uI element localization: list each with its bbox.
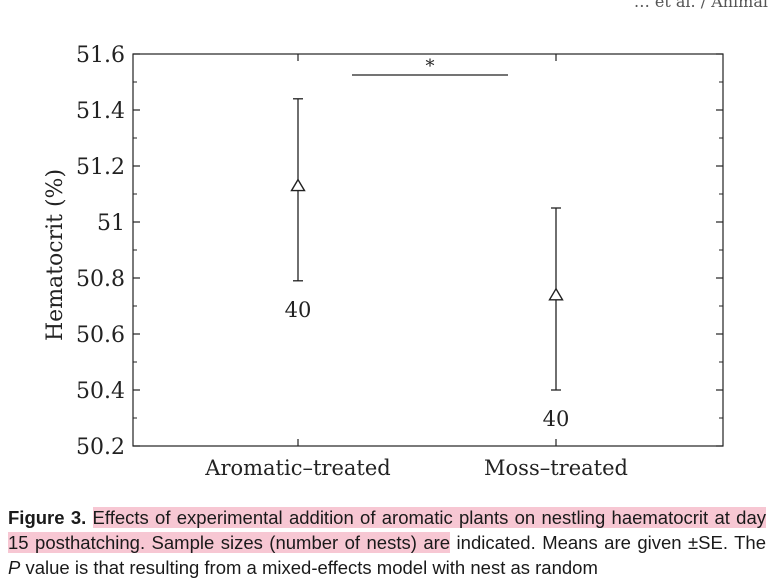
errorbar-chart: 50.2 50.4 50.6 50.8 51 51.2 51.4 51.6 Aromatic–… [43, 43, 724, 480]
y-axis: 50.2 50.4 50.6 50.8 51 51.2 51.4 51.6 [76, 43, 723, 460]
data-marks: 40 40 [285, 98, 570, 431]
significance-marker: * [426, 56, 435, 77]
figure-caption: Figure 3. Effects of experimental additi… [8, 505, 767, 580]
plot-frame [132, 53, 724, 447]
caption-text-2: value is that resulting from a mixed-eff… [20, 557, 598, 578]
x-category-label: Moss–treated [484, 456, 628, 480]
mean-marker [548, 287, 564, 301]
caption-p-symbol: P [8, 557, 21, 578]
y-tick-label: 50.6 [76, 323, 125, 348]
page-header-fragment: … et al. / Animal [633, 0, 768, 11]
x-axis: Aromatic–treated Moss–treated [204, 54, 628, 480]
y-tick-label: 51.2 [76, 155, 125, 180]
sample-size-label: 40 [543, 407, 570, 431]
caption-text-1: indicated. Means are given ±SE. The [450, 532, 766, 553]
y-tick-label: 51 [97, 211, 125, 236]
y-tick-label: 51.4 [76, 99, 125, 124]
y-tick-label: 50.2 [76, 435, 125, 460]
y-tick-label: 50.8 [76, 267, 125, 292]
mean-marker [290, 178, 306, 192]
y-tick-label: 51.6 [76, 43, 125, 68]
caption-lead: Figure 3. [8, 507, 87, 528]
sample-size-label: 40 [285, 298, 312, 322]
y-tick-label: 50.4 [76, 379, 125, 404]
y-axis-label: Hematocrit (%) [43, 169, 68, 341]
x-category-label: Aromatic–treated [204, 456, 390, 480]
